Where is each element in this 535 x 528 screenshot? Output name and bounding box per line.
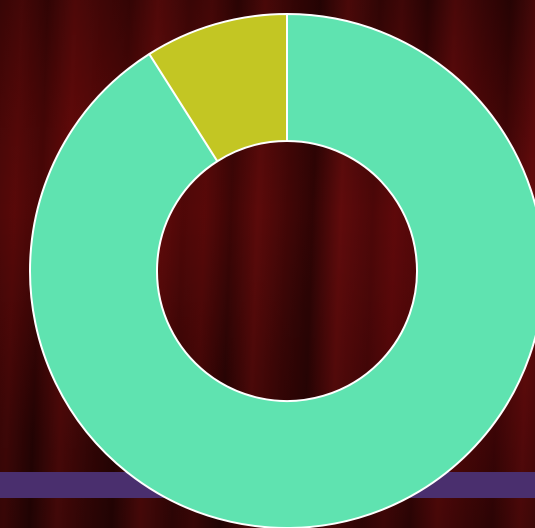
donut-slice-1 bbox=[29, 13, 535, 528]
donut-slice-2 bbox=[148, 13, 288, 163]
donut-slices bbox=[29, 13, 535, 528]
